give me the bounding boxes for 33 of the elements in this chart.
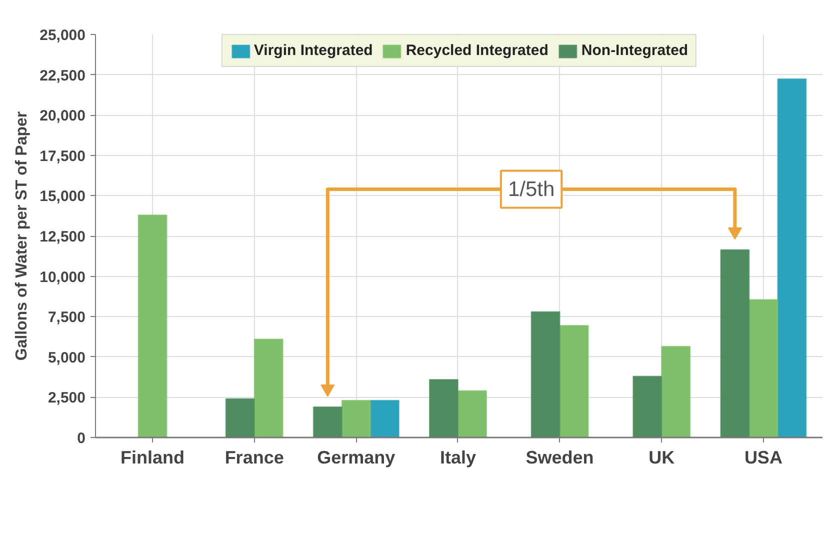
y-tick-label: 5,000	[48, 349, 86, 366]
y-tick-label: 2,500	[48, 390, 86, 407]
y-tick-label: 22,500	[40, 67, 86, 84]
x-tick-label: UK	[648, 448, 675, 468]
legend-label: Non-Integrated	[581, 42, 688, 59]
x-tick-label: Finland	[120, 448, 185, 468]
x-tick-label: France	[224, 448, 284, 468]
legend-label: Virgin Integrated	[254, 42, 373, 59]
bar	[661, 346, 691, 438]
bar	[428, 378, 458, 438]
bar	[632, 376, 662, 438]
bar	[777, 78, 807, 438]
y-axis-title: Gallons of Water per ST of Paper	[14, 111, 31, 361]
bar	[559, 324, 589, 438]
y-tick-label: 17,500	[40, 148, 86, 165]
x-tick-label: USA	[744, 448, 782, 468]
y-tick-label: 15,000	[40, 188, 86, 206]
legend-label: Recycled Integrated	[406, 42, 548, 59]
y-tick-label: 20,000	[40, 108, 86, 125]
bar	[225, 398, 255, 438]
y-tick-label: 0	[77, 430, 86, 447]
annotation: 1/5th	[508, 178, 555, 201]
y-tick-label: 7,500	[48, 309, 86, 326]
y-tick-label: 12,500	[40, 228, 86, 246]
x-tick-label: Italy	[440, 448, 476, 468]
bar	[254, 338, 284, 438]
y-tick-label: 25,000	[40, 27, 86, 44]
bar	[370, 400, 400, 438]
x-tick-label: Sweden	[526, 448, 594, 468]
bar	[530, 311, 560, 438]
x-tick-label: Germany	[317, 448, 396, 468]
bar	[457, 390, 487, 438]
y-tick-label: 10,000	[40, 268, 86, 286]
